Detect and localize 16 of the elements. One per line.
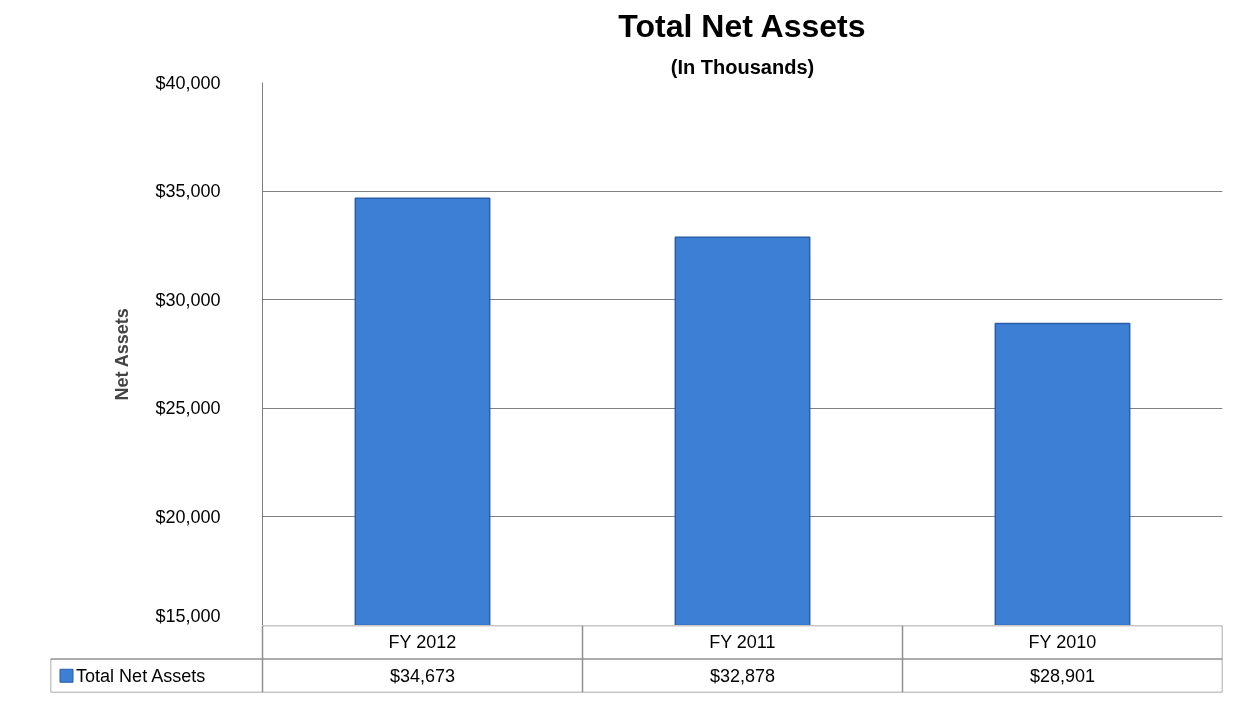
y-tick-label: $20,000 — [155, 506, 221, 527]
chart-subtitle: (In Thousands) — [670, 55, 815, 78]
x-tick-label: FY 2010 — [1028, 632, 1097, 653]
data-label: $34,673 — [389, 665, 456, 686]
y-tick-label: $25,000 — [155, 398, 221, 419]
x-tick-label: FY 2012 — [388, 632, 457, 653]
chart-title: Total Net Assets — [618, 7, 866, 44]
y-tick-label: $40,000 — [155, 72, 221, 93]
data-label: $32,878 — [709, 665, 776, 686]
y-tick-label: $35,000 — [155, 181, 221, 202]
y-tick-label: $30,000 — [155, 289, 221, 310]
y-axis-title: Net Assets — [112, 308, 133, 401]
x-tick-label: FY 2011 — [709, 632, 776, 653]
data-label: $28,901 — [1029, 665, 1096, 686]
y-tick-label: $15,000 — [155, 605, 221, 626]
legend-label: Total Net Assets — [76, 665, 206, 686]
